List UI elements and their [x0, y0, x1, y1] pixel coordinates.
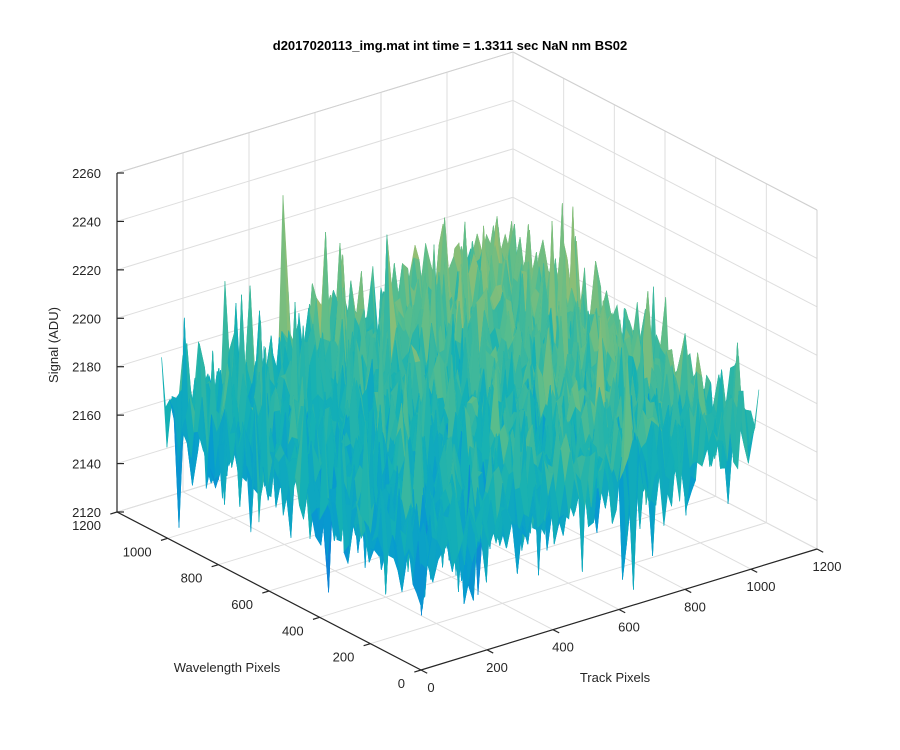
- wall-grid-z2: [512, 196, 818, 356]
- y-tick-label: 0: [398, 676, 405, 691]
- x-tick: [750, 568, 758, 573]
- y-tick-label: 400: [282, 623, 304, 638]
- chart-title: d2017020113_img.mat int time = 1.3311 se…: [273, 38, 627, 53]
- z-axis-label: Signal (ADU): [46, 307, 61, 383]
- wall-grid-z2: [512, 99, 818, 259]
- y-tick: [160, 537, 168, 541]
- z-tick-label: 2240: [72, 214, 101, 229]
- y-tick: [211, 564, 219, 568]
- y-tick-label: 1000: [123, 544, 152, 559]
- z-tick-label: 2180: [72, 360, 101, 375]
- y-tick: [414, 669, 422, 673]
- x-tick: [618, 608, 626, 614]
- x-tick-label: 800: [684, 599, 706, 614]
- y-tick-label: 600: [231, 597, 253, 612]
- y-tick: [312, 616, 320, 620]
- box-edge: [116, 51, 514, 174]
- x-tick: [486, 649, 494, 654]
- x-tick-label: 0: [427, 680, 434, 695]
- floor-grid-y: [370, 522, 767, 645]
- x-tick-label: 400: [552, 640, 574, 655]
- x-tick: [552, 629, 560, 634]
- axes: [110, 172, 824, 674]
- y-axis-label: Wavelength Pixels: [174, 660, 281, 675]
- z-tick-label: 2220: [72, 263, 101, 278]
- y-tick-label: 800: [181, 571, 203, 586]
- z-tick-label: 2260: [72, 166, 101, 181]
- box-edge: [512, 51, 818, 211]
- z-tick-label: 2160: [72, 408, 101, 423]
- y-tick: [110, 511, 118, 515]
- wall-grid-z2: [512, 148, 818, 308]
- z-tick-label: 2140: [72, 457, 101, 472]
- x-tick-label: 600: [618, 620, 640, 635]
- y-tick: [262, 590, 270, 594]
- wall-grid-z: [116, 196, 514, 319]
- x-tick-label: 200: [486, 660, 508, 675]
- wall-grid-z: [116, 148, 514, 271]
- tick-labels: 0 200 400 600 800 1000 1200 0 200 400 600 800 1000 12…: [72, 166, 841, 695]
- x-tick: [816, 548, 824, 553]
- x-tick: [420, 669, 428, 674]
- surface: [161, 195, 760, 616]
- x-tick: [684, 588, 692, 594]
- y-tick: [363, 643, 371, 647]
- y-tick-label: 1200: [72, 518, 101, 533]
- surface-cell: [416, 563, 427, 610]
- x-axis-label: Track Pixels: [580, 670, 651, 685]
- z-tick-label: 2120: [72, 505, 101, 520]
- y-tick-label: 200: [333, 650, 355, 665]
- x-tick-label: 1200: [813, 559, 842, 574]
- z-tick-label: 2200: [72, 311, 101, 326]
- wall-grid-z: [116, 99, 514, 222]
- x-tick-label: 1000: [747, 579, 776, 594]
